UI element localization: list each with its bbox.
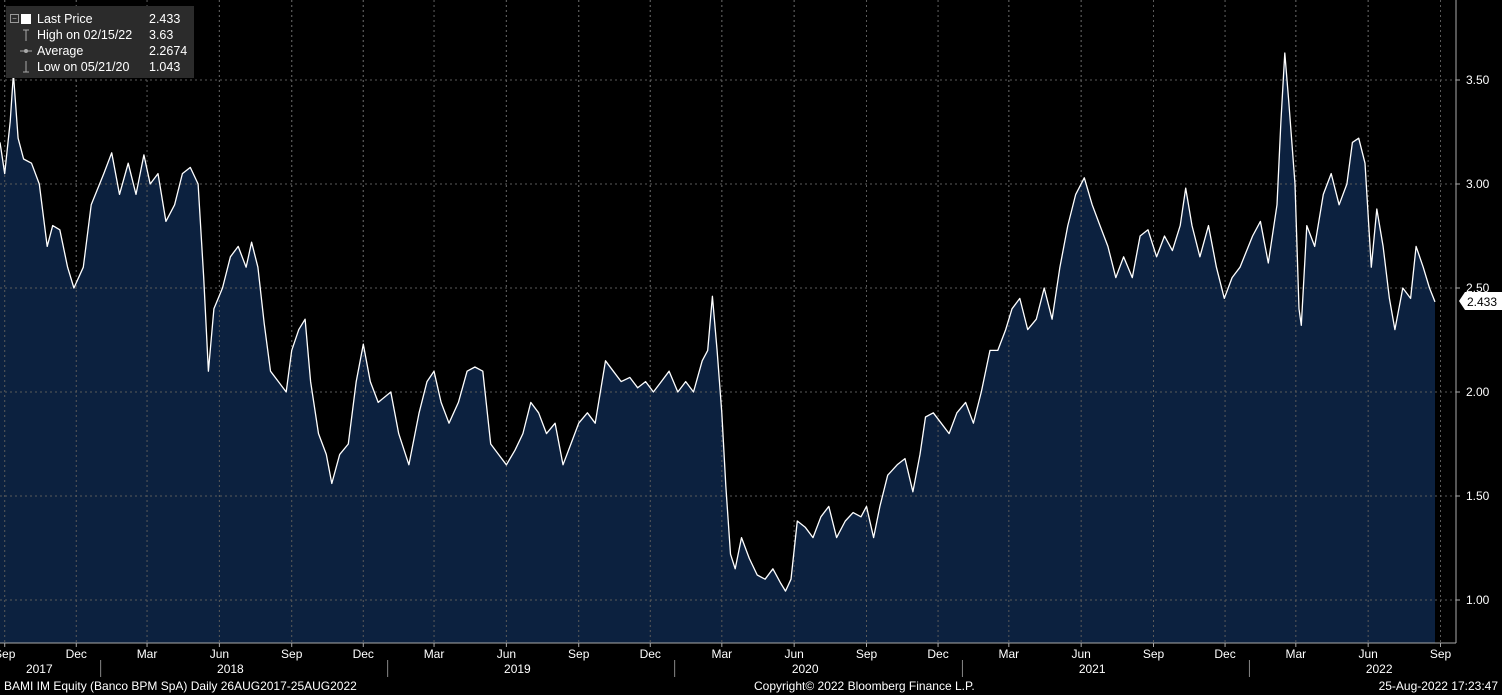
year-label: 2017	[26, 662, 53, 676]
average-marker-icon	[20, 49, 32, 53]
x-tick-label: Sep	[0, 647, 16, 661]
last-price-tag-shape	[1459, 292, 1502, 310]
x-tick-label: Sep	[1143, 647, 1165, 661]
legend-high-value: 3.63	[149, 28, 174, 42]
x-tick-label: Dec	[353, 647, 374, 661]
last-price-tag-value: 2.433	[1467, 295, 1497, 309]
x-tick-label: Dec	[640, 647, 661, 661]
footer-security-info: BAMI IM Equity (Banco BPM SpA) Daily 26A…	[4, 679, 357, 693]
x-tick-label: Sep	[856, 647, 878, 661]
legend-last-price-label: Last Price	[37, 12, 93, 26]
x-tick-label: Jun	[784, 647, 803, 661]
legend-low-value: 1.043	[149, 60, 181, 74]
x-tick-label: Dec	[1214, 647, 1235, 661]
y-tick-label: 2.50	[1466, 281, 1490, 295]
x-tick-label: Mar	[711, 647, 732, 661]
chart-legend: − Last Price 2.433 High on 02/15/22 3.63…	[6, 6, 194, 78]
year-label: 2020	[792, 662, 819, 676]
last-price-tag: 2.433	[1459, 292, 1502, 310]
x-tick-label: Dec	[927, 647, 948, 661]
x-tick-label: Sep	[568, 647, 590, 661]
legend-average-value: 2.2674	[149, 44, 188, 58]
y-tick-label: 3.50	[1466, 73, 1490, 87]
x-tick-label: Jun	[210, 647, 229, 661]
y-tick-label: 1.00	[1466, 593, 1490, 607]
square-marker-icon	[21, 14, 31, 24]
collapse-toggle-icon[interactable]: −	[10, 14, 19, 23]
legend-row-average: Average 2.2674	[6, 43, 194, 59]
x-tick-label: Mar	[1285, 647, 1306, 661]
year-label: 2021	[1079, 662, 1106, 676]
legend-low-label: Low on 05/21/20	[37, 60, 130, 74]
footer-copyright: Copyright© 2022 Bloomberg Finance L.P.	[754, 679, 975, 693]
legend-row-low: Low on 05/21/20 1.043	[6, 59, 194, 75]
legend-row-high: High on 02/15/22 3.63	[6, 27, 194, 43]
high-marker-icon	[23, 29, 29, 41]
year-label: 2018	[217, 662, 244, 676]
x-tick-label: Sep	[1430, 647, 1452, 661]
y-tick-label: 3.00	[1466, 177, 1490, 191]
year-label: 2022	[1366, 662, 1393, 676]
x-tick-label: Mar	[137, 647, 158, 661]
legend-high-label: High on 02/15/22	[37, 28, 133, 42]
y-tick-label: 2.00	[1466, 385, 1490, 399]
legend-average-label: Average	[37, 44, 84, 58]
footer-timestamp: 25-Aug-2022 17:23:47	[1378, 679, 1498, 693]
y-tick-label: 1.50	[1466, 489, 1490, 503]
legend-row-last-price: − Last Price 2.433	[6, 11, 194, 27]
chart-axes: 1.00 1.50 2.00 2.50 3.00 3.50 Sep Dec Mar Jun Sep D…	[0, 0, 1490, 677]
x-tick-label: Mar	[998, 647, 1019, 661]
x-tick-label: Jun	[1071, 647, 1090, 661]
x-tick-label: Jun	[1358, 647, 1377, 661]
year-label: 2019	[504, 662, 531, 676]
legend-last-price-value: 2.433	[149, 12, 181, 26]
x-tick-label: Jun	[497, 647, 516, 661]
x-tick-label: Mar	[424, 647, 445, 661]
low-marker-icon	[23, 61, 29, 73]
price-line	[0, 52, 1436, 592]
x-tick-label: Dec	[66, 647, 87, 661]
x-tick-label: Sep	[281, 647, 303, 661]
